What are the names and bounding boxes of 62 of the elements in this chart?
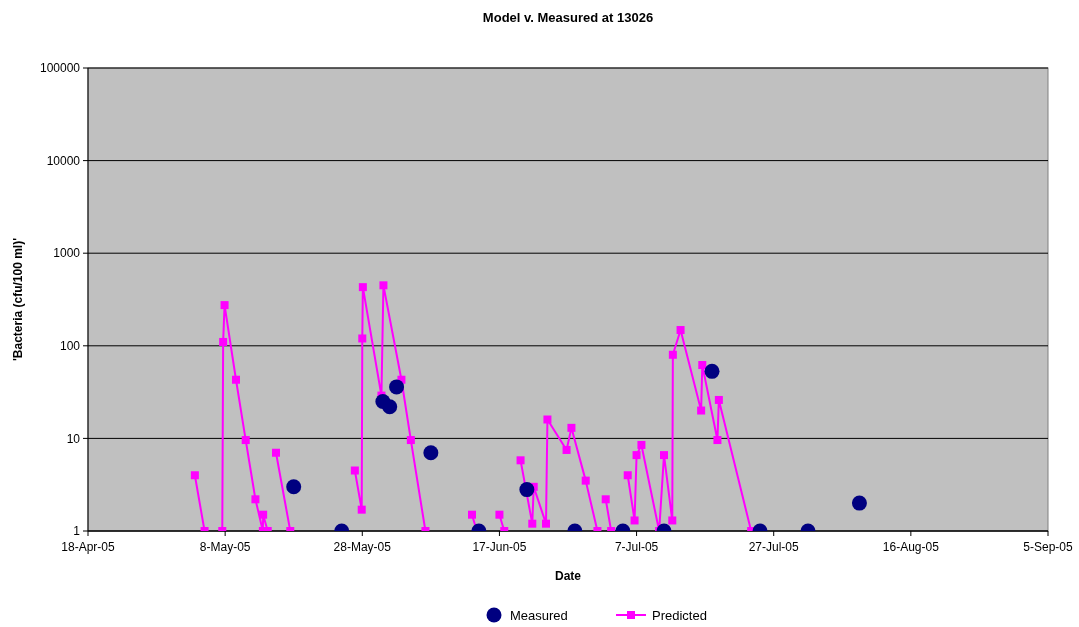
chart-title: Model v. Measured at 13026 [482, 10, 654, 25]
point [219, 337, 228, 346]
point [251, 495, 260, 504]
x-tick-label: 8-May-05 [199, 540, 251, 554]
point [632, 451, 641, 460]
point [468, 510, 476, 519]
point [358, 283, 367, 292]
point [220, 301, 229, 310]
point [668, 516, 677, 525]
point [567, 423, 576, 432]
point [350, 466, 359, 475]
legend-label: Measured [510, 607, 568, 623]
point [286, 479, 302, 495]
point [379, 281, 388, 290]
y-tick-label: 1000 [53, 246, 81, 261]
point [259, 510, 268, 519]
y-tick-label: 100 [59, 339, 81, 353]
point [713, 436, 722, 445]
point [495, 510, 504, 519]
point [543, 415, 552, 424]
point [241, 436, 250, 445]
point [528, 519, 537, 528]
point [660, 451, 668, 460]
point [382, 399, 398, 415]
point [851, 495, 867, 511]
x-tick-label: 16-Aug-05 [882, 540, 940, 554]
point [581, 476, 590, 485]
point [630, 516, 639, 525]
x-tick-label: 18-Apr-05 [61, 540, 115, 554]
point [358, 334, 367, 343]
point [676, 326, 685, 335]
point [562, 445, 571, 454]
point [668, 350, 677, 359]
point [601, 495, 610, 504]
x-tick-label: 28-May-05 [333, 540, 392, 554]
y-tick-label: 1 [73, 524, 81, 539]
y-axis-title: 'Bacteria (cfu/100 ml)' [11, 237, 25, 362]
point [389, 379, 405, 395]
x-tick-label: 5-Sep-05 [1023, 540, 1073, 554]
x-tick-label: 27-Jul-05 [748, 540, 800, 554]
point [232, 375, 240, 384]
point [623, 471, 632, 480]
point [542, 519, 550, 528]
point [698, 361, 707, 370]
y-tick-label: 100000 [39, 61, 81, 76]
point [357, 505, 366, 514]
y-tick-label: 10 [66, 431, 81, 446]
point [637, 440, 646, 449]
x-axis-title: Date [554, 569, 582, 583]
x-tick-label: 17-Jun-05 [472, 540, 527, 554]
point [714, 395, 723, 404]
point [697, 406, 706, 415]
point [423, 445, 439, 461]
point [406, 436, 415, 445]
x-tick-label: 7-Jul-05 [614, 540, 659, 554]
y-tick-label: 10000 [46, 153, 81, 168]
point [190, 471, 199, 480]
point [519, 482, 535, 498]
point [704, 363, 720, 379]
point [516, 456, 525, 465]
legend-label: Predicted [652, 607, 707, 623]
point [272, 448, 280, 457]
